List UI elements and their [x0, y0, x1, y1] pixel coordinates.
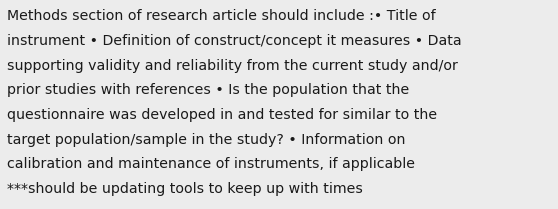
Text: ***should be updating tools to keep up with times: ***should be updating tools to keep up w… [7, 182, 363, 196]
Text: target population/sample in the study? • Information on: target population/sample in the study? •… [7, 133, 406, 147]
Text: questionnaire was developed in and tested for similar to the: questionnaire was developed in and teste… [7, 108, 437, 122]
Text: supporting validity and reliability from the current study and/or: supporting validity and reliability from… [7, 59, 458, 73]
Text: calibration and maintenance of instruments, if applicable: calibration and maintenance of instrumen… [7, 157, 415, 171]
Text: prior studies with references • Is the population that the: prior studies with references • Is the p… [7, 83, 410, 97]
Text: instrument • Definition of construct/concept it measures • Data: instrument • Definition of construct/con… [7, 34, 462, 48]
Text: Methods section of research article should include :• Title of: Methods section of research article shou… [7, 9, 436, 23]
